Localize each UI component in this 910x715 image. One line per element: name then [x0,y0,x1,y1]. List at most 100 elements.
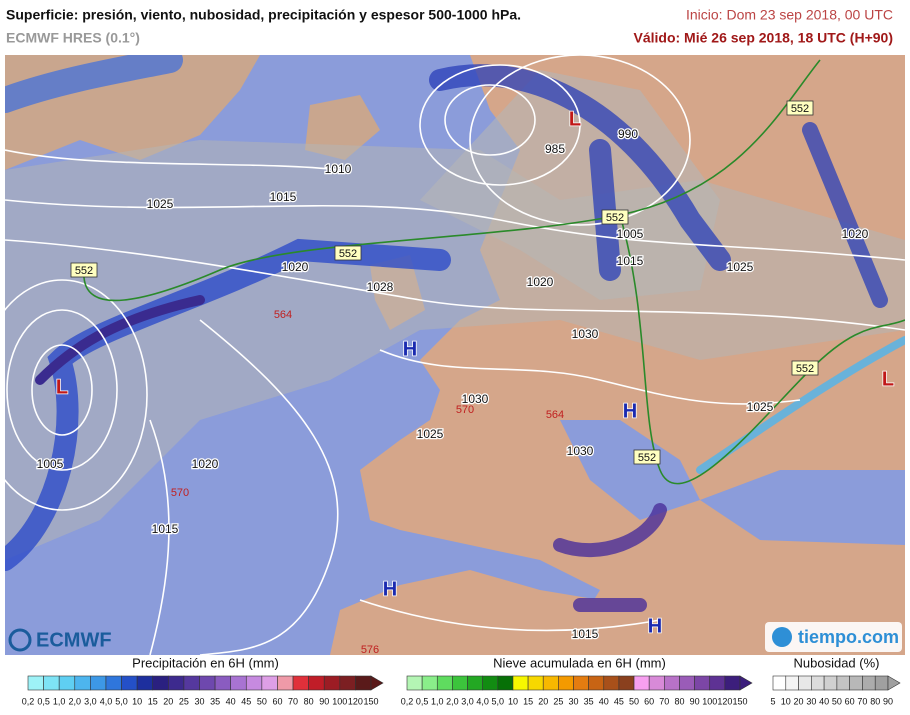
legend-label: 60 [845,696,855,706]
legend-arrow [739,675,753,691]
isobar-label: 1005 [37,457,64,471]
legend-label: 15 [523,696,533,706]
legend-swatch [603,675,620,691]
legend-label: 120 [348,696,363,706]
thickness-box [791,360,819,376]
isobar-label: 1025 [417,427,444,441]
legend-label: 50 [629,696,639,706]
legend-swatch [199,675,216,691]
legend-swatch [230,675,247,691]
isobar-label: 985 [545,142,565,156]
legend-label: 5,0 [492,696,505,706]
legend-swatch [467,675,483,691]
legend-label: 3,0 [461,696,474,706]
thickness-box [786,100,814,116]
isobar-label: 1020 [282,260,309,274]
legend-label: 40 [599,696,609,706]
legend-swatch [436,675,453,691]
legend-swatch [355,675,372,691]
legend-label: 30 [568,696,578,706]
thickness-label: 564 [546,409,564,421]
legend-swatch [512,675,529,691]
legend-label: 90 [690,696,700,706]
legend-swatch [709,675,726,691]
thickness-box [70,262,98,278]
isobar-label: 1020 [192,457,219,471]
tiempo-logo-text: tiempo.com [798,627,899,647]
legend-swatch [573,675,589,691]
legend-swatch [452,675,468,691]
legend-label: 50 [257,696,267,706]
isobar-label: 990 [618,127,638,141]
model: ECMWF HRES (0.1°) [6,30,140,46]
thickness-label: 570 [456,404,474,416]
legend-label: 150 [732,696,747,706]
legend-swatch [772,675,787,691]
thickness-label: 570 [171,487,189,499]
legend-title: Precipitación en 6H (mm) [132,655,279,670]
legend-label: 5 [770,696,775,706]
isobar-label: 1020 [842,227,869,241]
legend-swatch [43,675,60,691]
valid-time: Válido: Mié 26 sep 2018, 18 UTC (H+90) [634,30,894,46]
thickness-label: 552 [75,265,93,277]
legend-swatch [497,675,514,691]
legend-label: 20 [794,696,804,706]
legend-label: 10 [508,696,518,706]
legend-swatch [58,675,76,691]
legend-swatch [618,675,635,691]
ecmwf-logo: ECMWF [8,628,112,652]
legend-label: 35 [210,696,220,706]
isobar-label: 1030 [462,392,489,406]
legend-swatch [308,675,325,691]
legend-label: 35 [584,696,594,706]
legend-swatch [168,675,185,691]
legend-label: 120 [717,696,732,706]
isobar-label: 1025 [727,260,754,274]
legend-title: Nubosidad (%) [794,655,880,670]
legend-label: 0,5 [416,696,429,706]
legend-label: 25 [179,696,189,706]
thickness-box [633,449,661,465]
isobar-label: 1030 [567,444,594,458]
legend-swatch [74,675,91,691]
legend-label: 80 [870,696,880,706]
legend-label: 70 [288,696,298,706]
legend-label: 80 [674,696,684,706]
legend-swatch [679,675,695,691]
legend-swatch [482,675,499,691]
isobar-label: 1010 [325,162,352,176]
legend-label: 45 [614,696,624,706]
legend-label: 0,2 [401,696,414,706]
legend-label: 1,0 [53,696,66,706]
legend-swatch [277,675,294,691]
legend-label: 15 [148,696,158,706]
legend-label: 5,0 [115,696,128,706]
thickness-label: 552 [796,363,814,375]
legend-label: 30 [194,696,204,706]
legend-label: 45 [241,696,251,706]
legend-swatch [785,675,799,691]
legend-label: 80 [304,696,314,706]
legend-swatch [323,675,341,691]
legend-swatch [292,675,309,691]
isobar-label: 1025 [147,197,174,211]
title: Superficie: presión, viento, nubosidad, … [6,7,521,23]
thickness-label: 552 [339,248,357,260]
init-time: Inicio: Dom 23 sep 2018, 00 UTC [686,7,893,23]
pressure-center: H [623,400,637,422]
pressure-center: H [648,615,662,637]
legend-swatch [136,675,154,691]
legend-swatch [724,675,741,691]
iceland [305,95,380,160]
legend-label: 70 [857,696,867,706]
legend-label: 50 [832,696,842,706]
legend-label: 100 [332,696,347,706]
thickness-label: 576 [361,644,379,656]
legend-swatch [862,675,876,691]
legend-swatch [633,675,650,691]
legend-swatch [811,675,825,691]
pressure-center: H [403,338,417,360]
